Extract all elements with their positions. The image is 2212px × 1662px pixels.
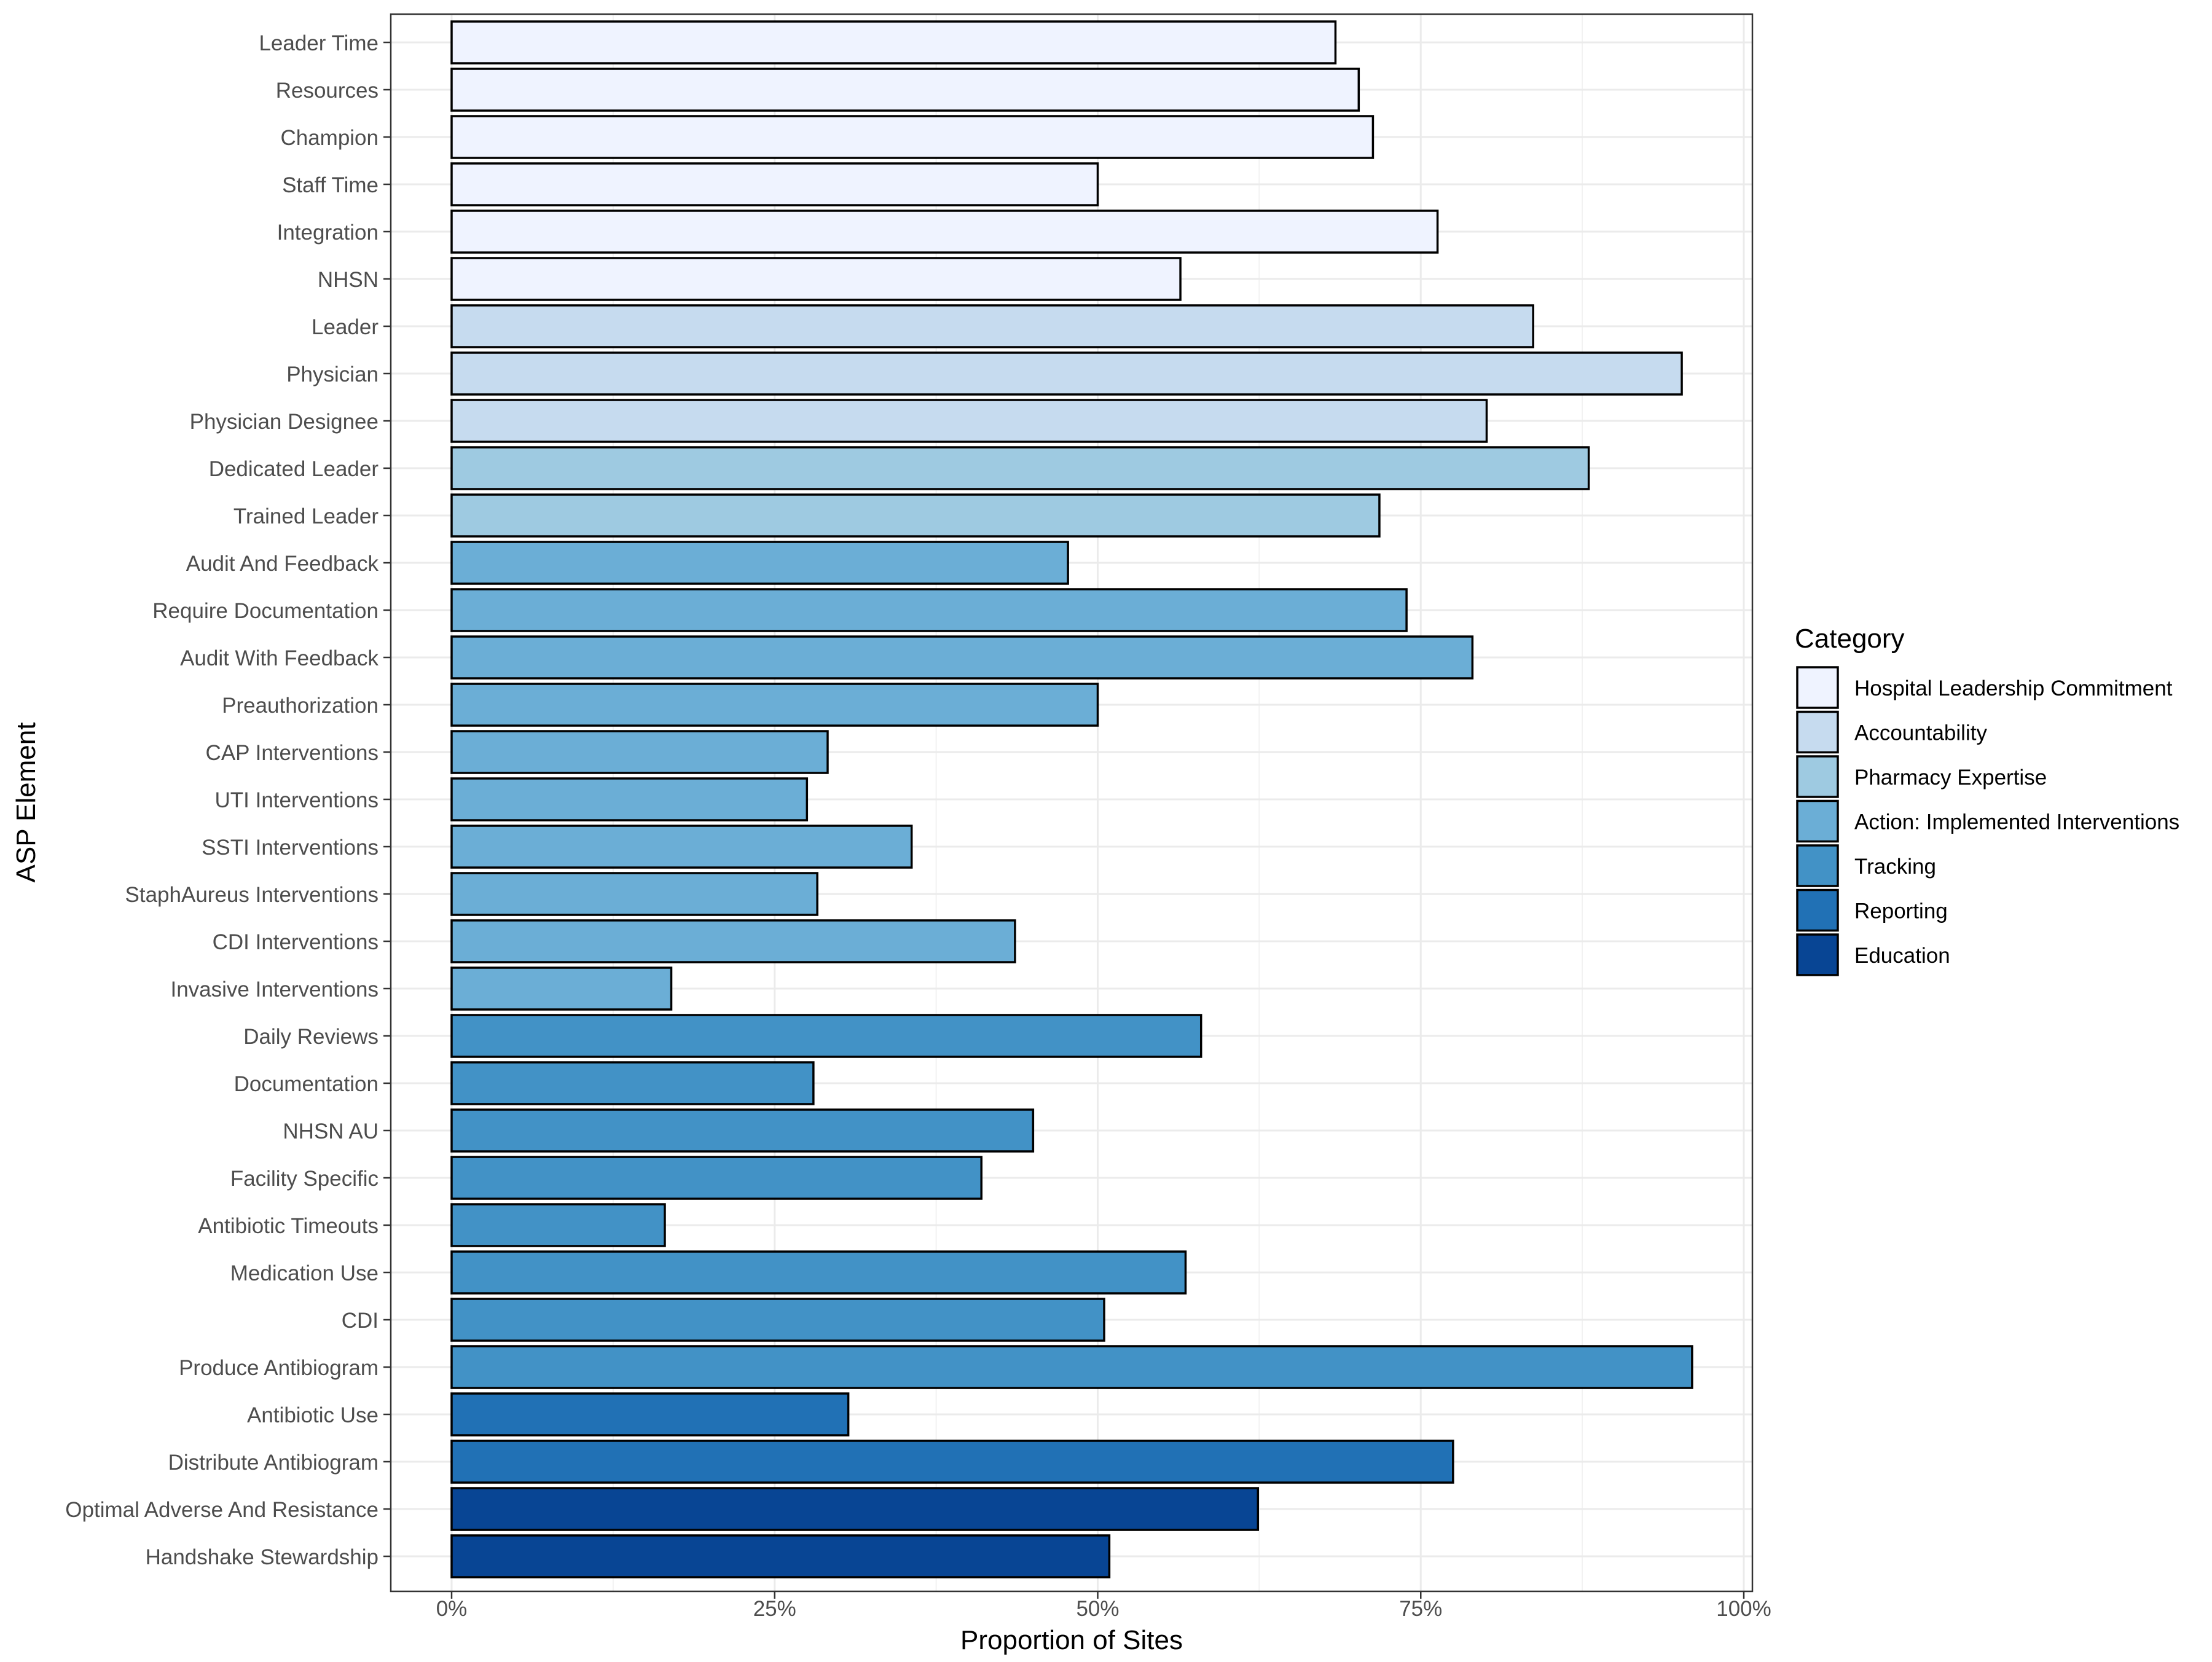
y-tick-label: Antibiotic Timeouts <box>198 1214 378 1238</box>
bar <box>450 635 1474 680</box>
bar <box>450 399 1488 443</box>
x-tick-label: 100% <box>1716 1597 1771 1621</box>
bar <box>450 115 1375 159</box>
y-tick-label: NHSN <box>318 268 378 292</box>
y-tick-label: Champion <box>280 126 378 150</box>
y-tick-label: NHSN AU <box>283 1119 378 1143</box>
legend-key <box>1796 844 1839 887</box>
bar <box>450 210 1439 254</box>
y-tick-label: Dedicated Leader <box>209 457 379 481</box>
legend-label: Accountability <box>1854 721 1987 745</box>
bar <box>450 304 1534 348</box>
x-tick-label: 75% <box>1399 1597 1442 1621</box>
y-tick-label: Daily Reviews <box>243 1025 378 1049</box>
bar <box>450 1108 1035 1153</box>
y-tick-label: CAP Interventions <box>206 741 378 765</box>
legend-label: Action: Implemented Interventions <box>1854 810 2179 834</box>
legend-key <box>1796 710 1839 754</box>
y-tick-label: Preauthorization <box>222 694 378 718</box>
y-tick-label: Documentation <box>234 1072 378 1096</box>
legend-key <box>1796 755 1839 798</box>
bar <box>450 351 1683 396</box>
y-tick-label: Antibiotic Use <box>247 1403 378 1427</box>
legend: Category Hospital Leadership Commitment A… <box>1795 624 2179 976</box>
bar <box>450 1203 666 1247</box>
y-tick-label: Leader Time <box>259 31 378 55</box>
legend-label: Education <box>1854 944 1950 968</box>
y-tick-label: SSTI Interventions <box>202 836 378 860</box>
y-tick-label: Handshake Stewardship <box>146 1545 378 1569</box>
bar <box>450 493 1381 538</box>
x-tick-label: 50% <box>1076 1597 1119 1621</box>
y-tick-label: Leader <box>312 315 378 339</box>
legend-title: Category <box>1795 624 1905 654</box>
bar <box>450 162 1099 206</box>
bar <box>450 1440 1454 1484</box>
bar <box>450 68 1360 112</box>
bar <box>450 1534 1111 1578</box>
legend-label: Tracking <box>1854 855 1936 879</box>
y-tick-label: Staff Time <box>282 173 378 197</box>
y-tick-label: Trained Leader <box>233 504 378 528</box>
legend-key <box>1796 888 1839 932</box>
y-tick-label: Optimal Adverse And Resistance <box>65 1498 378 1522</box>
y-tick-label: Resources <box>276 79 378 103</box>
bar <box>450 1014 1202 1058</box>
x-axis-title: Proportion of Sites <box>960 1625 1183 1655</box>
legend-key <box>1796 799 1839 843</box>
bar <box>450 257 1182 301</box>
y-tick-label: StaphAureus Interventions <box>125 883 378 907</box>
y-tick-label: UTI Interventions <box>215 788 379 812</box>
bars <box>450 20 1693 1578</box>
y-tick-label: Integration <box>277 221 378 245</box>
bar <box>450 588 1408 632</box>
y-tick-label: Audit With Feedback <box>180 646 378 670</box>
bar <box>450 1250 1187 1295</box>
bar <box>450 872 818 916</box>
y-tick-label: CDI Interventions <box>213 930 378 954</box>
legend-key <box>1796 666 1839 709</box>
bar <box>450 1392 850 1437</box>
y-tick-label: Physician <box>286 363 378 386</box>
bar <box>450 730 829 774</box>
bar <box>450 1298 1105 1342</box>
y-tick-label: Require Documentation <box>152 599 378 623</box>
bar <box>450 1061 815 1105</box>
bar <box>450 683 1099 727</box>
legend-label: Reporting <box>1854 900 1948 923</box>
y-axis: Leader Time Resources Champion Staff Time In… <box>65 31 391 1569</box>
bar <box>450 1345 1693 1389</box>
y-axis-title: ASP Element <box>11 723 41 883</box>
y-tick-label: Produce Antibiogram <box>179 1356 378 1380</box>
y-tick-label: Physician Designee <box>190 410 378 434</box>
bar <box>450 446 1590 490</box>
legend-label: Pharmacy Expertise <box>1854 766 2047 790</box>
bar <box>450 919 1016 963</box>
legend-key <box>1796 933 1839 976</box>
y-tick-label: Audit And Feedback <box>186 552 379 576</box>
y-tick-label: Invasive Interventions <box>170 978 378 1002</box>
x-tick-label: 25% <box>753 1597 796 1621</box>
y-tick-label: Distribute Antibiogram <box>168 1451 378 1475</box>
bar <box>450 777 809 821</box>
bar <box>450 541 1069 585</box>
x-axis: 0% 25% 50% 75% 100% <box>436 1591 1771 1621</box>
y-tick-label: Medication Use <box>230 1261 378 1285</box>
bar <box>450 966 673 1011</box>
bar <box>450 825 913 869</box>
y-tick-label: Facility Specific <box>230 1167 378 1191</box>
x-tick-label: 0% <box>436 1597 468 1621</box>
bar <box>450 1487 1260 1531</box>
bar <box>450 20 1337 65</box>
legend-label: Hospital Leadership Commitment <box>1854 676 2173 700</box>
bar <box>450 1156 982 1200</box>
y-tick-label: CDI <box>342 1309 378 1333</box>
panel-border <box>390 13 1754 1593</box>
